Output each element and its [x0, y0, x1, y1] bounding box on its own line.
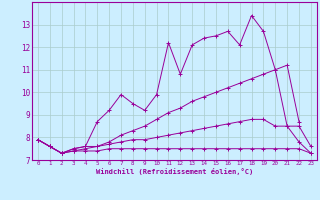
X-axis label: Windchill (Refroidissement éolien,°C): Windchill (Refroidissement éolien,°C) [96, 168, 253, 175]
